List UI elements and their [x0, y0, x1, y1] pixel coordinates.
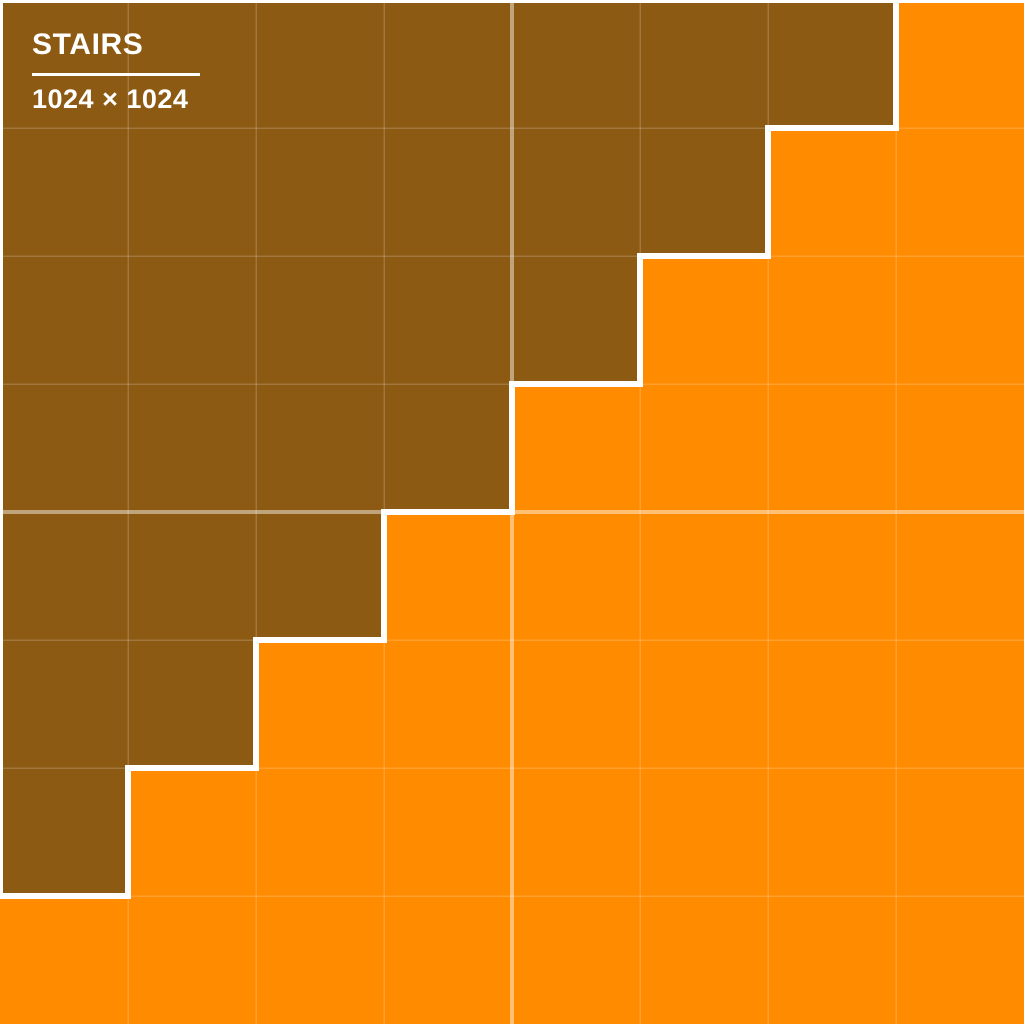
stair-region-outline: [0, 0, 1024, 899]
